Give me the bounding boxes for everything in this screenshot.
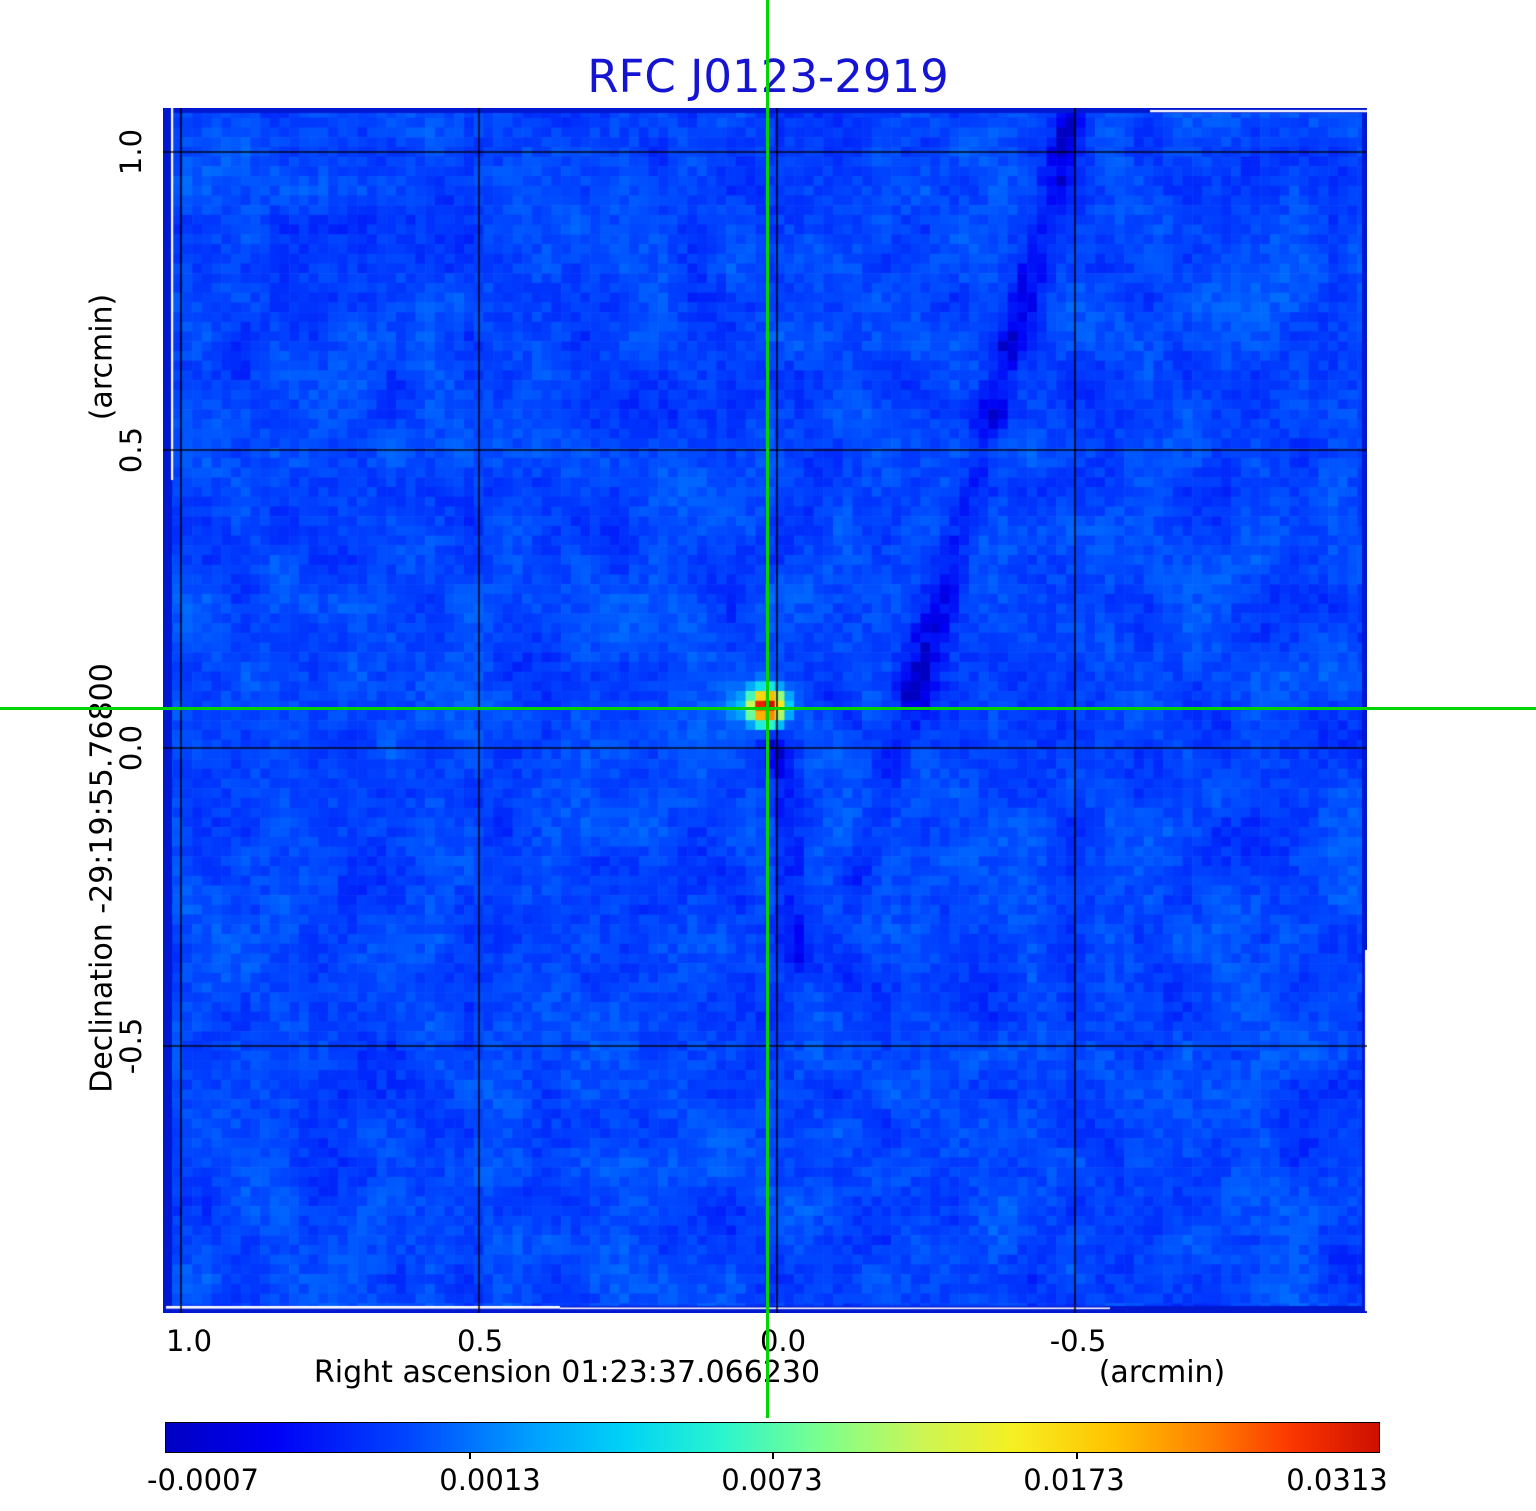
y-tick-label-0.5: 0.5: [114, 426, 148, 474]
x-axis-name-label: Right ascension 01:23:37.066230: [313, 1355, 821, 1390]
x-tick-label-0.5: 0.5: [456, 1324, 504, 1358]
colorbar-label-0: -0.0007: [147, 1463, 259, 1497]
colorbar: [165, 1422, 1380, 1453]
colorbar-tick-2: [772, 1453, 774, 1459]
x-axis-unit-label: (arcmin): [1098, 1355, 1226, 1390]
x-tick-label-1.0: 1.0: [165, 1324, 213, 1358]
colorbar-label-3: 0.0173: [1023, 1463, 1125, 1497]
colorbar-tick-3: [1076, 1453, 1078, 1459]
y-axis-name-label: Declination -29:19:55.76800: [84, 663, 120, 1093]
colorbar-tick-1: [469, 1453, 471, 1459]
sky-map-canvas: [163, 108, 1367, 1313]
colorbar-label-4: 0.0313: [1286, 1463, 1388, 1497]
y-axis-unit-label: (arcmin): [84, 293, 120, 421]
crosshair-horizontal-line: [0, 707, 1536, 710]
colorbar-label-2: 0.0073: [721, 1463, 823, 1497]
colorbar-label-1: 0.0013: [439, 1463, 541, 1497]
y-tick-label-1.0: 1.0: [114, 128, 148, 176]
x-tick-label-neg0.5: -0.5: [1049, 1324, 1107, 1358]
